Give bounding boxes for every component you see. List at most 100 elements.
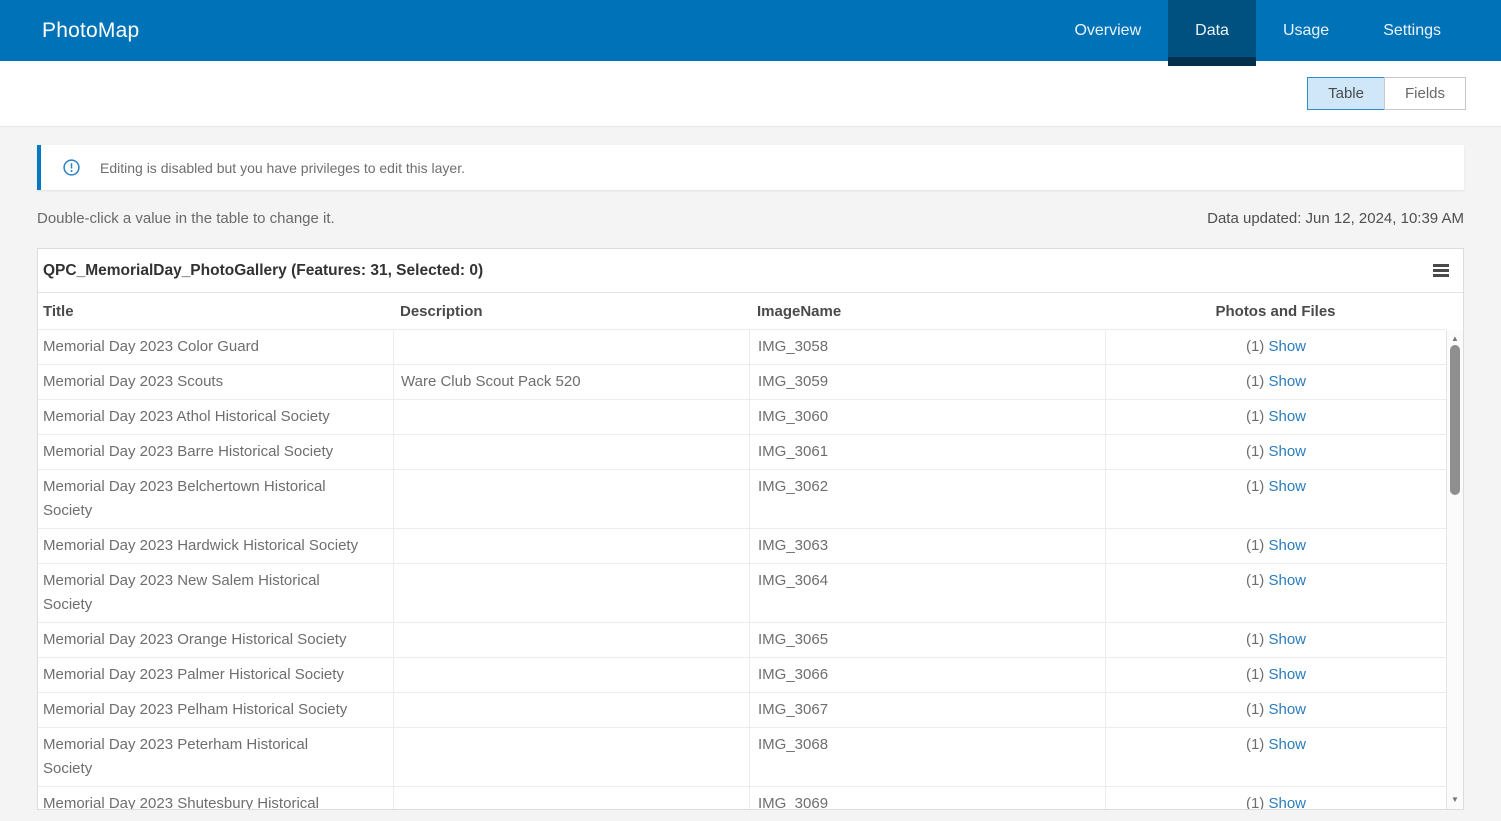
cell-title[interactable]: Memorial Day 2023 Hardwick Historical So… [43, 537, 359, 554]
table-row: Memorial Day 2023 Pelham Historical Soci… [38, 693, 1446, 728]
cell-imagename[interactable]: IMG_3067 [749, 693, 1105, 727]
cell-imagename[interactable]: IMG_3064 [749, 564, 1105, 622]
cell-photos[interactable]: (1) Show [1105, 435, 1446, 469]
cell-photos[interactable]: (1) Show [1105, 658, 1446, 692]
banner-message: Editing is disabled but you have privile… [100, 159, 465, 176]
cell-description[interactable] [393, 330, 749, 364]
column-header-imagename[interactable]: ImageName [757, 302, 842, 320]
cell-photos[interactable]: (1) Show [1105, 787, 1446, 809]
cell-imagename[interactable]: IMG_3060 [749, 400, 1105, 434]
cell-title[interactable]: Memorial Day 2023 Color Guard [43, 338, 259, 355]
hint-row: Double-click a value in the table to cha… [37, 210, 1464, 232]
page-content: Editing is disabled but you have privile… [0, 127, 1501, 810]
table-row: Memorial Day 2023 Palmer Historical Soci… [38, 658, 1446, 693]
info-banner: Editing is disabled but you have privile… [37, 145, 1464, 190]
scrollbar-thumb[interactable] [1450, 345, 1460, 495]
cell-imagename[interactable]: IMG_3065 [749, 623, 1105, 657]
show-photos-link[interactable]: Show [1268, 795, 1307, 809]
show-photos-link[interactable]: Show [1268, 373, 1307, 390]
cell-title[interactable]: Memorial Day 2023 Barre Historical Socie… [43, 443, 334, 460]
hamburger-menu-icon[interactable] [1430, 260, 1452, 282]
cell-description[interactable] [393, 435, 749, 469]
show-photos-link[interactable]: Show [1268, 572, 1307, 589]
vertical-scrollbar[interactable]: ▲ ▼ [1446, 330, 1463, 809]
cell-photos[interactable]: (1) Show [1105, 470, 1446, 528]
cell-description[interactable] [393, 564, 749, 622]
cell-imagename[interactable]: IMG_3068 [749, 728, 1105, 786]
photo-count: (1) [1245, 338, 1265, 355]
table-row: Memorial Day 2023 Athol Historical Socie… [38, 400, 1446, 435]
cell-description[interactable] [393, 400, 749, 434]
cell-title[interactable]: Memorial Day 2023 Orange Historical Soci… [43, 631, 347, 648]
photo-count: (1) [1245, 408, 1265, 425]
main-nav: Overview Data Usage Settings [1047, 0, 1468, 66]
nav-tab-settings[interactable]: Settings [1383, 21, 1441, 39]
show-photos-link[interactable]: Show [1268, 701, 1307, 718]
show-photos-link[interactable]: Show [1268, 478, 1307, 495]
cell-title[interactable]: Memorial Day 2023 Peterham Historical So… [43, 736, 309, 777]
nav-tab-usage[interactable]: Usage [1282, 21, 1330, 39]
cell-title[interactable]: Memorial Day 2023 Pelham Historical Soci… [43, 701, 348, 718]
cell-description[interactable] [393, 693, 749, 727]
cell-description[interactable] [393, 658, 749, 692]
scroll-down-arrow-icon[interactable]: ▼ [1451, 795, 1459, 804]
show-photos-link[interactable]: Show [1268, 537, 1307, 554]
show-photos-link[interactable]: Show [1268, 666, 1307, 683]
column-header-photos[interactable]: Photos and Files [1215, 302, 1336, 320]
app-title: PhotoMap [42, 18, 140, 42]
photo-count: (1) [1245, 478, 1265, 495]
table-body: Memorial Day 2023 Color Guard IMG_3058 (… [38, 330, 1463, 809]
cell-imagename[interactable]: IMG_3058 [749, 330, 1105, 364]
cell-imagename[interactable]: IMG_3063 [749, 529, 1105, 563]
nav-tab-data[interactable]: Data [1168, 0, 1256, 66]
cell-title[interactable]: Memorial Day 2023 Shutesbury Historical … [43, 795, 319, 809]
cell-description[interactable] [393, 529, 749, 563]
view-toolbar: Table Fields [0, 61, 1501, 127]
cell-photos[interactable]: (1) Show [1105, 400, 1446, 434]
cell-imagename[interactable]: IMG_3061 [749, 435, 1105, 469]
column-header-title[interactable]: Title [43, 302, 74, 320]
cell-description[interactable] [393, 623, 749, 657]
cell-photos[interactable]: (1) Show [1105, 564, 1446, 622]
table-row: Memorial Day 2023 Peterham Historical So… [38, 728, 1446, 787]
cell-photos[interactable]: (1) Show [1105, 728, 1446, 786]
table-titlebar: QPC_MemorialDay_PhotoGallery (Features: … [38, 249, 1463, 293]
cell-imagename[interactable]: IMG_3059 [749, 365, 1105, 399]
cell-photos[interactable]: (1) Show [1105, 365, 1446, 399]
table-row: Memorial Day 2023 Belchertown Historical… [38, 470, 1446, 529]
show-photos-link[interactable]: Show [1268, 631, 1307, 648]
cell-photos[interactable]: (1) Show [1105, 330, 1446, 364]
show-photos-link[interactable]: Show [1268, 736, 1307, 753]
nav-tab-overview[interactable]: Overview [1074, 21, 1142, 39]
photo-count: (1) [1245, 736, 1265, 753]
cell-title[interactable]: Memorial Day 2023 New Salem Historical S… [43, 572, 320, 613]
show-photos-link[interactable]: Show [1268, 408, 1307, 425]
cell-photos[interactable]: (1) Show [1105, 529, 1446, 563]
table-view-button[interactable]: Table [1307, 77, 1385, 110]
cell-imagename[interactable]: IMG_3069 [749, 787, 1105, 809]
cell-title[interactable]: Memorial Day 2023 Athol Historical Socie… [43, 408, 330, 425]
view-toggle-group: Table Fields [1307, 77, 1466, 110]
show-photos-link[interactable]: Show [1268, 338, 1307, 355]
cell-title[interactable]: Memorial Day 2023 Belchertown Historical… [43, 478, 326, 519]
cell-title[interactable]: Memorial Day 2023 Palmer Historical Soci… [43, 666, 344, 683]
table-row: Memorial Day 2023 Hardwick Historical So… [38, 529, 1446, 564]
cell-title[interactable]: Memorial Day 2023 Scouts [43, 373, 224, 390]
cell-photos[interactable]: (1) Show [1105, 623, 1446, 657]
cell-description[interactable] [393, 728, 749, 786]
show-photos-link[interactable]: Show [1268, 443, 1307, 460]
scroll-up-arrow-icon[interactable]: ▲ [1451, 334, 1459, 343]
attribute-table-card: QPC_MemorialDay_PhotoGallery (Features: … [37, 248, 1464, 810]
cell-description[interactable] [393, 787, 749, 809]
cell-imagename[interactable]: IMG_3066 [749, 658, 1105, 692]
cell-description[interactable]: Ware Club Scout Pack 520 [393, 365, 749, 399]
fields-view-button[interactable]: Fields [1383, 77, 1466, 110]
table-header-row: Title Description ImageName Photos and F… [38, 293, 1446, 330]
cell-imagename[interactable]: IMG_3062 [749, 470, 1105, 528]
cell-photos[interactable]: (1) Show [1105, 693, 1446, 727]
cell-description[interactable] [393, 470, 749, 528]
photo-count: (1) [1245, 631, 1265, 648]
photo-count: (1) [1245, 795, 1265, 809]
column-header-description[interactable]: Description [400, 302, 483, 320]
table-row: Memorial Day 2023 Shutesbury Historical … [38, 787, 1446, 809]
